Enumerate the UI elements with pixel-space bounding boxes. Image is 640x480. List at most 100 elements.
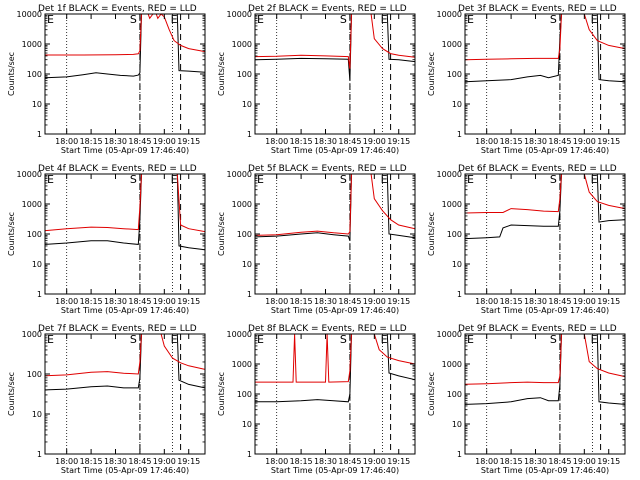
y-tick-label: 1000 — [22, 330, 42, 339]
y-tick-label: 10000 — [437, 10, 462, 19]
panel-title: Det 5f BLACK = Events, RED = LLD — [248, 164, 407, 174]
x-tick-label: 18:30 — [314, 297, 337, 306]
y-axis-label: Counts/sec — [427, 212, 436, 256]
x-tick-label: 19:15 — [597, 137, 620, 146]
y-tick-label: 1000 — [22, 200, 42, 209]
x-tick-label: 19:15 — [177, 137, 200, 146]
y-tick-label: 100 — [27, 230, 42, 239]
x-tick-label: 18:45 — [128, 137, 151, 146]
y-tick-label: 100 — [237, 390, 252, 399]
y-tick-label: 100 — [447, 70, 462, 79]
x-tick-label: 19:00 — [573, 137, 596, 146]
x-tick-label: 19:00 — [363, 137, 386, 146]
y-tick-label: 10000 — [227, 10, 252, 19]
series-lld-line — [45, 333, 206, 377]
x-tick-label: 18:45 — [338, 457, 361, 466]
x-tick-label: 18:15 — [500, 137, 523, 146]
x-tick-label: 18:30 — [314, 137, 337, 146]
y-tick-label: 1000 — [232, 40, 252, 49]
y-tick-label: 10 — [32, 260, 42, 269]
marker-label-e: E — [171, 333, 178, 346]
series-events-line — [255, 13, 416, 81]
y-tick-label: 1 — [37, 130, 42, 139]
y-tick-label: 1 — [247, 450, 252, 459]
marker-label-e: E — [381, 173, 388, 186]
x-axis-label: Start Time (05-Apr-09 17:46:40) — [481, 306, 609, 315]
x-tick-label: 19:00 — [153, 457, 176, 466]
series-events-line — [465, 333, 626, 405]
marker-label-s: S — [550, 333, 557, 346]
x-tick-label: 18:15 — [80, 297, 103, 306]
x-tick-label: 18:00 — [265, 297, 288, 306]
x-tick-label: 18:15 — [80, 457, 103, 466]
x-tick-label: 19:00 — [153, 297, 176, 306]
marker-label-e: E — [591, 333, 598, 346]
marker-label-s: S — [340, 173, 347, 186]
x-tick-label: 18:30 — [314, 457, 337, 466]
y-tick-label: 10 — [452, 260, 462, 269]
x-axis-label: Start Time (05-Apr-09 17:46:40) — [61, 466, 189, 475]
y-tick-label: 10 — [452, 420, 462, 429]
series-events-line — [45, 333, 206, 391]
x-tick-label: 19:00 — [153, 137, 176, 146]
chart-panel-7: S E E 1 10 100 1000 18:00 18:15 18:30 18:45 19:00 19… — [7, 324, 206, 475]
x-tick-label: 18:30 — [524, 297, 547, 306]
corner-label-e: E — [257, 173, 264, 186]
x-tick-label: 18:30 — [524, 137, 547, 146]
x-tick-label: 18:00 — [265, 137, 288, 146]
panel-title: Det 8f BLACK = Events, RED = LLD — [248, 324, 407, 334]
series-lld-line — [465, 333, 626, 385]
y-axis-label: Counts/sec — [7, 372, 16, 416]
corner-label-e: E — [47, 13, 54, 26]
y-axis-label: Counts/sec — [7, 52, 16, 96]
y-tick-label: 1 — [37, 290, 42, 299]
series-events-line — [465, 173, 626, 240]
y-tick-label: 1000 — [22, 40, 42, 49]
x-tick-label: 19:00 — [363, 297, 386, 306]
x-tick-label: 18:15 — [500, 457, 523, 466]
y-axis-label: Counts/sec — [217, 52, 226, 96]
x-tick-label: 18:45 — [338, 137, 361, 146]
x-axis-label: Start Time (05-Apr-09 17:46:40) — [271, 306, 399, 315]
y-axis-label: Counts/sec — [427, 52, 436, 96]
y-tick-label: 100 — [27, 370, 42, 379]
series-events-line — [255, 173, 416, 241]
series-lld-line — [45, 173, 206, 233]
x-tick-label: 18:00 — [475, 457, 498, 466]
y-tick-label: 10 — [32, 100, 42, 109]
series-lld-line — [255, 333, 416, 383]
plot-frame — [44, 333, 206, 455]
x-tick-label: 18:15 — [290, 457, 313, 466]
marker-label-e: E — [381, 333, 388, 346]
x-axis-label: Start Time (05-Apr-09 17:46:40) — [271, 146, 399, 155]
series-events-line — [45, 173, 206, 251]
marker-label-e: E — [381, 13, 388, 26]
series-events-line — [255, 333, 416, 403]
x-tick-label: 19:00 — [573, 457, 596, 466]
series-events-line — [45, 13, 206, 79]
marker-label-s: S — [550, 13, 557, 26]
y-tick-label: 1 — [247, 130, 252, 139]
y-tick-label: 1000 — [232, 200, 252, 209]
corner-label-e: E — [47, 173, 54, 186]
x-tick-label: 18:00 — [475, 297, 498, 306]
x-tick-label: 18:15 — [290, 297, 313, 306]
marker-label-e: E — [591, 173, 598, 186]
y-tick-label: 100 — [237, 230, 252, 239]
y-tick-label: 1000 — [442, 360, 462, 369]
marker-label-e: E — [171, 173, 178, 186]
marker-label-s: S — [130, 333, 137, 346]
panel-title: Det 3f BLACK = Events, RED = LLD — [458, 4, 617, 14]
marker-label-s: S — [340, 333, 347, 346]
y-tick-label: 1000 — [442, 200, 462, 209]
y-tick-label: 10 — [242, 420, 252, 429]
y-tick-label: 1 — [457, 130, 462, 139]
x-tick-label: 18:30 — [524, 457, 547, 466]
y-tick-label: 1000 — [442, 40, 462, 49]
y-axis-label: Counts/sec — [217, 212, 226, 256]
